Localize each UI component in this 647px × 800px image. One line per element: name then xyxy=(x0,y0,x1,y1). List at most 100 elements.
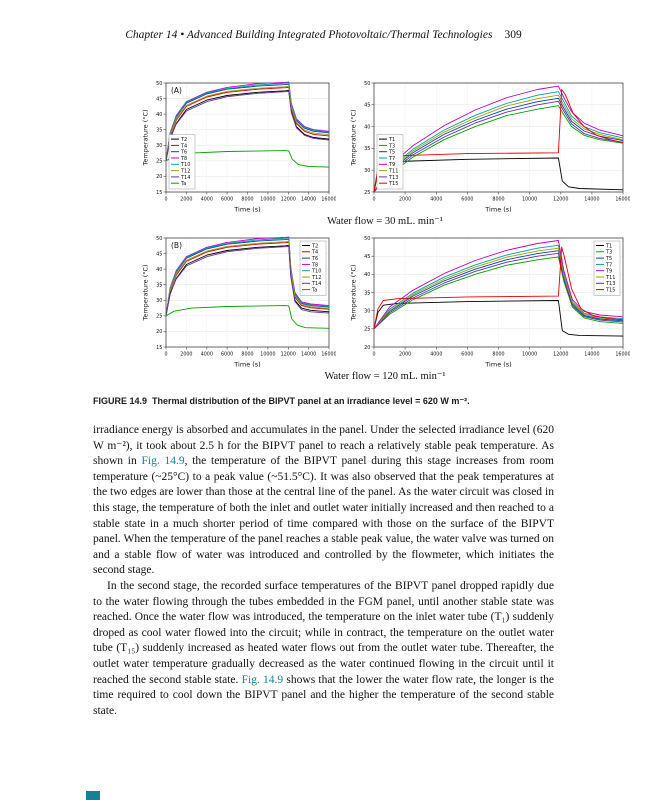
p1-text-a: irradiance energy is absorbed and accumu… xyxy=(93,424,554,468)
svg-text:T6: T6 xyxy=(311,256,318,262)
svg-text:35: 35 xyxy=(156,283,162,289)
svg-text:20: 20 xyxy=(156,174,162,180)
svg-text:T9: T9 xyxy=(605,269,612,275)
svg-text:40: 40 xyxy=(156,112,162,118)
svg-text:2000: 2000 xyxy=(399,352,411,358)
running-head-title: Chapter 14 • Advanced Building Integrate… xyxy=(125,29,493,41)
row2-caption: Water flow = 120 mL. min⁻¹ xyxy=(324,371,446,382)
svg-text:25: 25 xyxy=(364,190,370,196)
figure-caption-label: FIGURE 14.9 xyxy=(93,396,148,406)
svg-text:T14: T14 xyxy=(311,281,321,287)
svg-text:2000: 2000 xyxy=(180,197,192,203)
svg-text:T12: T12 xyxy=(180,169,190,175)
svg-text:T6: T6 xyxy=(180,150,187,156)
svg-text:T10: T10 xyxy=(311,269,321,275)
svg-text:4000: 4000 xyxy=(201,197,213,203)
svg-text:45: 45 xyxy=(364,103,370,109)
svg-text:2000: 2000 xyxy=(180,352,192,358)
svg-text:Temperature (°C): Temperature (°C) xyxy=(350,109,358,166)
svg-text:16000: 16000 xyxy=(615,352,630,358)
svg-text:T14: T14 xyxy=(180,175,190,181)
chart-water-tube-temps-120: 0 2000 4000 6000 8000 10000 12000 14000 16000 20 2… xyxy=(348,233,631,369)
svg-text:25: 25 xyxy=(156,159,162,165)
p1-text-b: , the temperature of the BIPVT panel dur… xyxy=(93,455,554,577)
fig-14-9-link-2[interactable]: Fig. 14.9 xyxy=(241,673,284,686)
svg-text:T11: T11 xyxy=(388,169,398,175)
body-text: irradiance energy is absorbed and accumu… xyxy=(93,423,554,719)
paragraph-1: irradiance energy is absorbed and accumu… xyxy=(93,423,554,579)
svg-text:16000: 16000 xyxy=(321,197,336,203)
svg-text:T3: T3 xyxy=(388,143,395,149)
svg-text:Temperature (°C): Temperature (°C) xyxy=(350,264,358,321)
svg-text:30: 30 xyxy=(364,168,370,174)
svg-text:6000: 6000 xyxy=(221,352,233,358)
svg-text:30: 30 xyxy=(364,309,370,315)
svg-text:40: 40 xyxy=(364,272,370,278)
svg-text:T12: T12 xyxy=(311,275,321,281)
footer-corner-tab xyxy=(86,791,100,800)
svg-text:T4: T4 xyxy=(311,250,318,256)
fig-14-9-link-1[interactable]: Fig. 14.9 xyxy=(141,455,185,468)
svg-text:T7: T7 xyxy=(605,262,612,268)
svg-text:50: 50 xyxy=(156,236,162,242)
svg-text:25: 25 xyxy=(156,314,162,320)
svg-text:Time (s): Time (s) xyxy=(233,361,260,369)
svg-text:12000: 12000 xyxy=(553,352,568,358)
svg-text:14000: 14000 xyxy=(301,197,316,203)
figure-row-2: 0 2000 4000 6000 8000 10000 12000 14000 16000 15 2… xyxy=(140,233,631,369)
row1-caption: Water flow = 30 mL. min⁻¹ xyxy=(327,216,443,227)
svg-text:8000: 8000 xyxy=(241,352,253,358)
svg-text:Time (s): Time (s) xyxy=(233,206,260,214)
svg-text:T15: T15 xyxy=(605,288,615,294)
svg-text:50: 50 xyxy=(364,236,370,242)
svg-text:12000: 12000 xyxy=(281,352,296,358)
svg-text:10000: 10000 xyxy=(260,352,275,358)
svg-text:4000: 4000 xyxy=(201,352,213,358)
svg-text:T5: T5 xyxy=(388,150,395,156)
svg-text:14000: 14000 xyxy=(584,197,599,203)
svg-text:T7: T7 xyxy=(388,156,395,162)
svg-text:0: 0 xyxy=(164,352,167,358)
svg-text:8000: 8000 xyxy=(492,197,504,203)
svg-text:6000: 6000 xyxy=(221,197,233,203)
svg-text:14000: 14000 xyxy=(301,352,316,358)
svg-text:12000: 12000 xyxy=(281,197,296,203)
svg-text:50: 50 xyxy=(156,81,162,87)
svg-text:35: 35 xyxy=(364,146,370,152)
svg-text:6000: 6000 xyxy=(461,197,473,203)
running-head: Chapter 14 • Advanced Building Integrate… xyxy=(93,28,554,42)
svg-text:8000: 8000 xyxy=(492,352,504,358)
svg-text:16000: 16000 xyxy=(321,352,336,358)
svg-text:T10: T10 xyxy=(180,162,190,168)
svg-text:25: 25 xyxy=(364,327,370,333)
svg-text:15: 15 xyxy=(156,190,162,196)
svg-text:T11: T11 xyxy=(605,275,615,281)
figure-caption-text: Thermal distribution of the BIPVT panel … xyxy=(152,396,470,406)
svg-text:Time (s): Time (s) xyxy=(484,361,511,369)
p2-text-b: shows that the lower the water flow rate… xyxy=(93,673,555,717)
svg-text:45: 45 xyxy=(156,96,162,102)
chart-panel-a-surface-temps-30: 0 2000 4000 6000 8000 10000 12000 14000 16000 15 2… xyxy=(140,78,337,214)
chart-panel-b-surface-temps-120: 0 2000 4000 6000 8000 10000 12000 14000 16000 15 2… xyxy=(140,233,337,369)
svg-text:10000: 10000 xyxy=(522,197,537,203)
figure-row-1: 0 2000 4000 6000 8000 10000 12000 14000 16000 15 2… xyxy=(140,78,631,214)
svg-text:Temperature (°C): Temperature (°C) xyxy=(142,109,150,166)
svg-text:(B): (B) xyxy=(171,241,182,250)
svg-text:45: 45 xyxy=(156,251,162,257)
svg-text:10000: 10000 xyxy=(260,197,275,203)
svg-text:T5: T5 xyxy=(605,256,612,262)
svg-text:T1: T1 xyxy=(605,243,612,249)
svg-text:40: 40 xyxy=(156,267,162,273)
svg-text:30: 30 xyxy=(156,298,162,304)
svg-text:6000: 6000 xyxy=(461,352,473,358)
svg-text:15: 15 xyxy=(156,345,162,351)
svg-text:2000: 2000 xyxy=(399,197,411,203)
svg-text:4000: 4000 xyxy=(430,352,442,358)
svg-text:Ta: Ta xyxy=(180,181,186,187)
svg-text:45: 45 xyxy=(364,254,370,260)
svg-text:40: 40 xyxy=(364,124,370,130)
svg-text:T4: T4 xyxy=(180,143,187,149)
svg-text:35: 35 xyxy=(364,290,370,296)
svg-text:(A): (A) xyxy=(171,86,182,95)
svg-text:8000: 8000 xyxy=(241,197,253,203)
